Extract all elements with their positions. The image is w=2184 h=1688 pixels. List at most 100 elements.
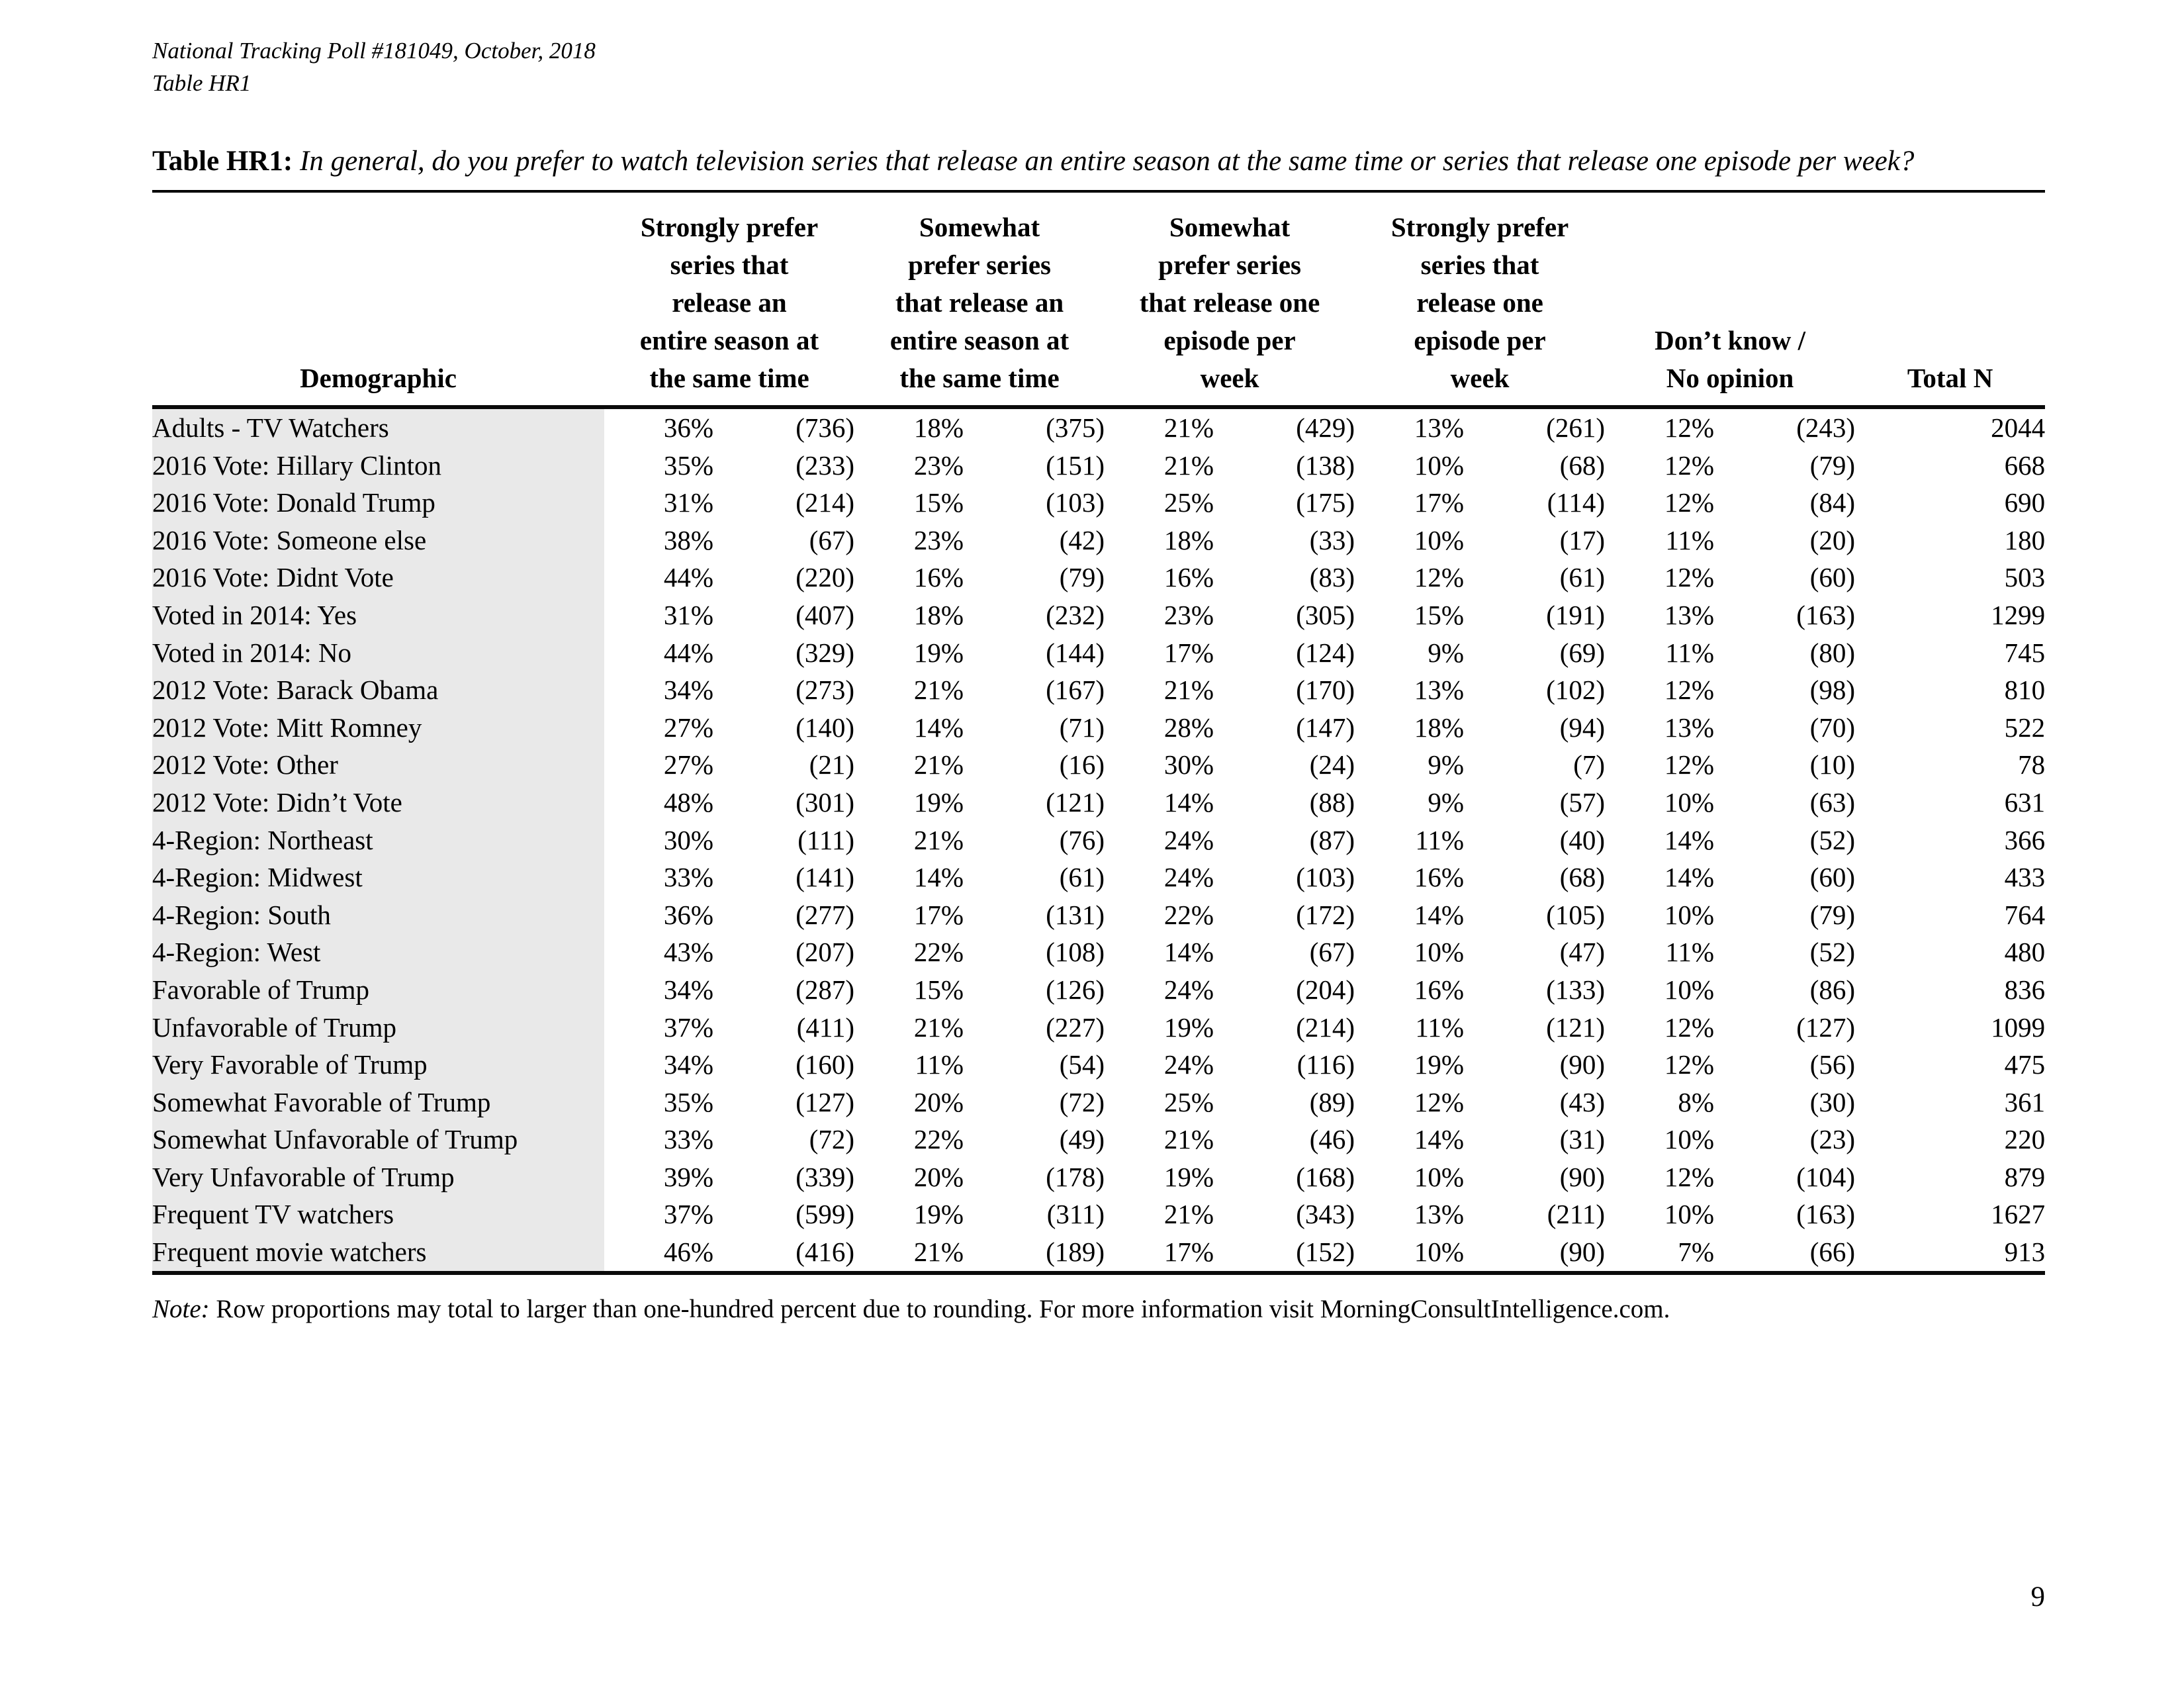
cell-somewhat-weekly-pct: 25% bbox=[1163, 1086, 1214, 1117]
cell-strongly-weekly-n: (94) bbox=[1559, 712, 1606, 743]
cell-somewhat-weekly-pct: 21% bbox=[1163, 412, 1214, 443]
cell-dont-know-pct: 12% bbox=[1664, 449, 1715, 481]
cell-somewhat-season-n: (61) bbox=[1059, 862, 1105, 893]
cell-somewhat-weekly-n: (89) bbox=[1309, 1086, 1355, 1117]
cell-dont-know-pct: 12% bbox=[1664, 1011, 1715, 1043]
column-header-somewhat-prefer-season: Somewhat prefer series that release an e… bbox=[854, 193, 1105, 409]
cell-somewhat-weekly-n: (429) bbox=[1296, 412, 1355, 443]
cell-strongly-season-n: (301) bbox=[796, 786, 855, 818]
cell-strongly-weekly-pct: 17% bbox=[1414, 487, 1465, 518]
cell-dont-know-pct: 11% bbox=[1665, 524, 1715, 555]
cell-total-n: 836 bbox=[2004, 974, 2046, 1005]
cell-somewhat-season-pct: 14% bbox=[913, 862, 964, 893]
poll-table-body: Adults - TV Watchers 36% (736) 18% (375)… bbox=[152, 407, 2046, 1275]
cell-strongly-season-pct: 30% bbox=[663, 824, 713, 855]
cell-strongly-weekly-n: (105) bbox=[1546, 899, 1606, 930]
table-row: 4-Region: West 43% (207) 22% (108) 14% (… bbox=[152, 933, 2045, 971]
cell-strongly-weekly-n: (31) bbox=[1559, 1124, 1606, 1155]
cell-strongly-season-pct: 31% bbox=[663, 487, 713, 518]
cell-strongly-weekly-n: (121) bbox=[1546, 1011, 1606, 1043]
cell-strongly-season-n: (233) bbox=[796, 449, 855, 481]
cell-total-n: 503 bbox=[2004, 562, 2046, 593]
cell-strongly-season-n: (599) bbox=[796, 1199, 855, 1230]
cell-somewhat-weekly-pct: 19% bbox=[1163, 1161, 1214, 1192]
cell-dont-know-pct: 11% bbox=[1665, 637, 1715, 668]
cell-somewhat-weekly-n: (83) bbox=[1309, 562, 1355, 593]
cell-somewhat-weekly-n: (152) bbox=[1214, 1233, 1355, 1275]
cell-total-n: 913 bbox=[1855, 1233, 2046, 1275]
cell-strongly-season-pct: 48% bbox=[663, 786, 713, 818]
cell-strongly-weekly-pct: 16% bbox=[1414, 862, 1465, 893]
row-demographic-label: 4-Region: West bbox=[152, 933, 604, 971]
cell-somewhat-weekly-pct: 21% bbox=[1163, 1124, 1214, 1155]
cell-somewhat-weekly-pct: 21% bbox=[1163, 675, 1214, 706]
cell-somewhat-season-n: (108) bbox=[1046, 937, 1105, 968]
cell-somewhat-weekly-n: (67) bbox=[1309, 937, 1355, 968]
cell-total-n: 1299 bbox=[1991, 599, 2046, 630]
row-demographic-label: Very Unfavorable of Trump bbox=[152, 1158, 604, 1196]
cell-somewhat-season-n: (232) bbox=[1046, 599, 1105, 630]
cell-somewhat-weekly-n: (103) bbox=[1296, 862, 1355, 893]
cell-strongly-weekly-pct: 18% bbox=[1414, 712, 1465, 743]
cell-somewhat-season-n: (227) bbox=[1046, 1011, 1105, 1043]
cell-strongly-season-n: (160) bbox=[796, 1049, 855, 1080]
cell-total-n: 522 bbox=[2004, 712, 2046, 743]
cell-dont-know-n: (10) bbox=[1809, 749, 1856, 780]
table-row: 2016 Vote: Someone else 38% (67) 23% (42… bbox=[152, 521, 2045, 559]
cell-total-n: 433 bbox=[2004, 862, 2046, 893]
cell-strongly-season-n: (140) bbox=[796, 712, 855, 743]
cell-somewhat-season-n: (126) bbox=[1046, 974, 1105, 1005]
cell-dont-know-pct: 7% bbox=[1605, 1233, 1715, 1275]
cell-strongly-season-n: (21) bbox=[809, 749, 855, 780]
row-demographic-label: Somewhat Favorable of Trump bbox=[152, 1083, 604, 1121]
cell-dont-know-n: (98) bbox=[1809, 675, 1856, 706]
poll-table: Demographic Strongly prefer series that … bbox=[152, 193, 2046, 1275]
cell-somewhat-weekly-n: (305) bbox=[1296, 599, 1355, 630]
cell-somewhat-weekly-pct: 17% bbox=[1163, 637, 1214, 668]
cell-somewhat-season-n: (79) bbox=[1059, 562, 1105, 593]
cell-strongly-weekly-pct: 19% bbox=[1414, 1049, 1465, 1080]
cell-strongly-weekly-n: (57) bbox=[1559, 786, 1606, 818]
cell-strongly-season-n: (416) bbox=[713, 1233, 855, 1275]
cell-total-n: 1627 bbox=[1991, 1199, 2046, 1230]
row-demographic-label: Unfavorable of Trump bbox=[152, 1008, 604, 1047]
cell-strongly-season-n: (111) bbox=[797, 824, 855, 855]
cell-strongly-season-pct: 39% bbox=[663, 1161, 713, 1192]
cell-dont-know-n: (56) bbox=[1809, 1049, 1856, 1080]
cell-strongly-season-pct: 33% bbox=[663, 1124, 713, 1155]
cell-somewhat-season-n: (121) bbox=[1046, 786, 1105, 818]
cell-dont-know-pct: 12% bbox=[1664, 675, 1715, 706]
cell-somewhat-weekly-pct: 22% bbox=[1163, 899, 1214, 930]
cell-somewhat-season-pct: 21% bbox=[913, 1011, 964, 1043]
cell-dont-know-n: (60) bbox=[1809, 862, 1856, 893]
cell-somewhat-weekly-n: (124) bbox=[1296, 637, 1355, 668]
cell-strongly-weekly-pct: 10% bbox=[1414, 1161, 1465, 1192]
cell-dont-know-n: (80) bbox=[1809, 637, 1856, 668]
cell-strongly-weekly-n: (61) bbox=[1559, 562, 1606, 593]
cell-total-n: 78 bbox=[2018, 749, 2046, 780]
table-row: 2012 Vote: Didn’t Vote 48% (301) 19% (12… bbox=[152, 783, 2045, 821]
cell-strongly-weekly-pct: 10% bbox=[1414, 449, 1465, 481]
cell-strongly-season-pct: 44% bbox=[663, 637, 713, 668]
cell-strongly-season-pct: 43% bbox=[663, 937, 713, 968]
cell-strongly-weekly-n: (7) bbox=[1573, 749, 1606, 780]
cell-somewhat-weekly-pct: 28% bbox=[1163, 712, 1214, 743]
cell-dont-know-pct: 10% bbox=[1664, 974, 1715, 1005]
cell-total-n: 366 bbox=[2004, 824, 2046, 855]
cell-somewhat-season-pct: 17% bbox=[913, 899, 964, 930]
cell-strongly-season-pct: 46% bbox=[604, 1233, 713, 1275]
cell-somewhat-season-n: (311) bbox=[1046, 1199, 1105, 1230]
cell-dont-know-pct: 12% bbox=[1664, 1161, 1715, 1192]
table-title: Table HR1: In general, do you prefer to … bbox=[152, 142, 2045, 193]
cell-total-n: 810 bbox=[2004, 675, 2046, 706]
cell-somewhat-weekly-pct: 14% bbox=[1163, 786, 1214, 818]
row-demographic-label: 4-Region: South bbox=[152, 896, 604, 934]
row-demographic-label: 2016 Vote: Someone else bbox=[152, 521, 604, 559]
column-header-dont-know: Don’t know / No opinion bbox=[1605, 193, 1856, 409]
page-content: National Tracking Poll #181049, October,… bbox=[152, 0, 2046, 1327]
cell-strongly-weekly-pct: 13% bbox=[1414, 675, 1465, 706]
cell-strongly-weekly-pct: 10% bbox=[1414, 937, 1465, 968]
cell-strongly-season-pct: 27% bbox=[663, 712, 713, 743]
cell-dont-know-pct: 12% bbox=[1664, 562, 1715, 593]
